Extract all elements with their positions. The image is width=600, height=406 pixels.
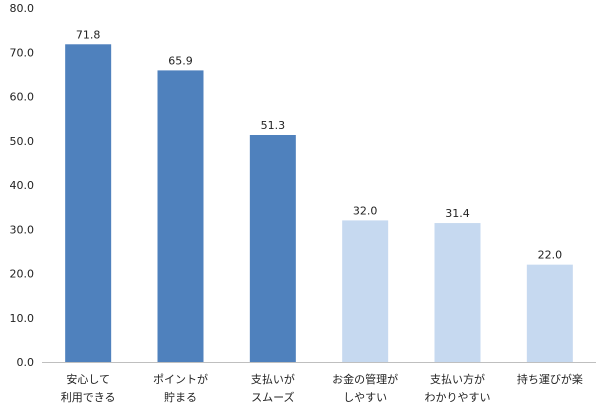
data-label: 65.9 (168, 54, 193, 67)
y-tick-label: 40.0 (10, 179, 35, 192)
bar (526, 264, 573, 362)
category-label: 安心して利用できる (61, 372, 116, 404)
bar (434, 223, 481, 362)
data-label: 32.0 (353, 204, 378, 217)
y-tick-label: 50.0 (10, 135, 35, 148)
category-label: 持ち運びが楽 (517, 372, 583, 386)
y-tick-label: 10.0 (10, 312, 35, 325)
y-axis-tick-labels: 0.0 10.0 20.0 30.0 40.0 50.0 60.0 70.0 80.0 (10, 2, 35, 369)
bar (65, 44, 112, 362)
data-label: 22.0 (538, 249, 563, 262)
y-tick-label: 0.0 (17, 356, 35, 369)
data-label: 71.8 (76, 28, 101, 41)
x-axis-category-labels: 安心して利用できる ポイントが貯まる 支払いがスムーズ お金の管理がしやすい支払い方が… (61, 372, 583, 404)
y-tick-label: 20.0 (10, 268, 35, 281)
y-tick-label: 80.0 (10, 2, 35, 15)
y-tick-label: 60.0 (10, 91, 35, 104)
bar (342, 220, 389, 362)
data-label: 31.4 (445, 207, 470, 220)
bar (157, 70, 204, 362)
bars (65, 44, 573, 362)
category-label: お金の管理がしやすい (332, 372, 398, 404)
y-tick-label: 70.0 (10, 46, 35, 59)
data-labels: 71.8 65.9 51.3 32.0 31.4 22.0 (76, 28, 562, 261)
data-label: 51.3 (261, 119, 286, 132)
category-label: ポイントが貯まる (153, 372, 208, 404)
category-label: 支払い方がわかりやすい (425, 372, 491, 404)
bar (249, 134, 296, 362)
y-tick-label: 30.0 (10, 223, 35, 236)
category-label: 支払いがスムーズ (251, 372, 295, 404)
